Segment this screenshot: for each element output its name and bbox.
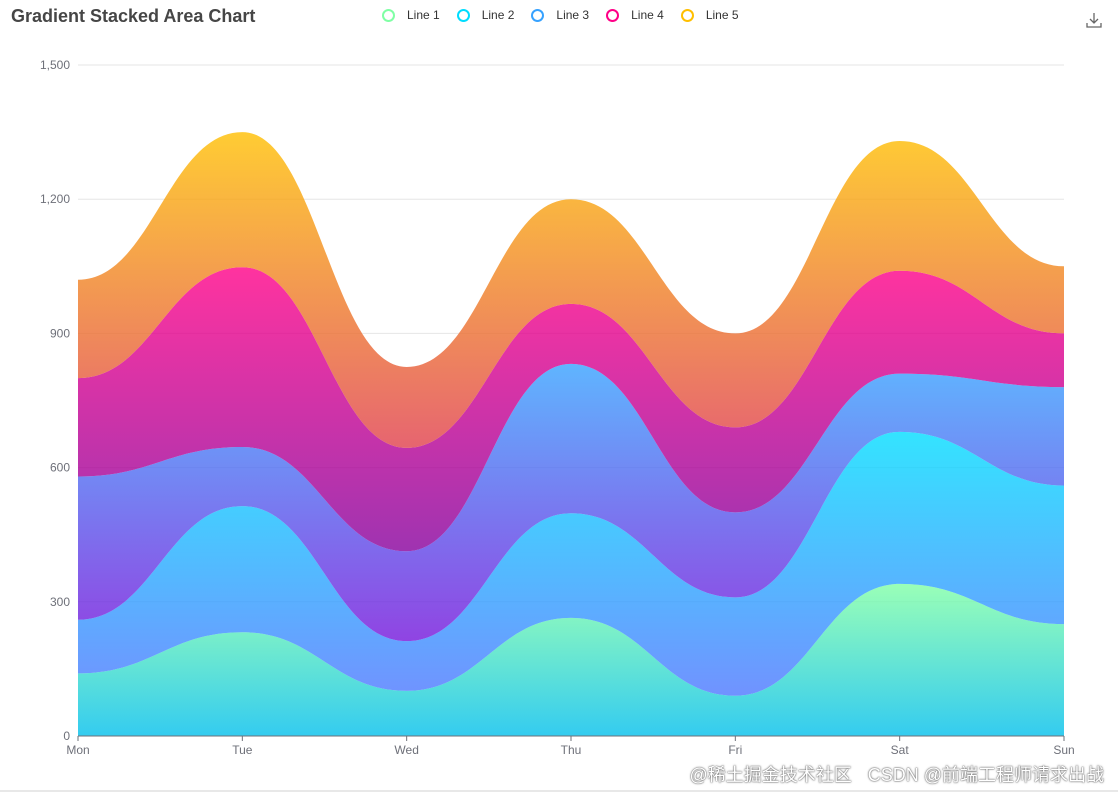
area-line-2[interactable] bbox=[78, 431, 1064, 696]
legend-item[interactable]: Line 1 bbox=[382, 8, 440, 22]
watermark: @稀土掘金技术社区 CSDN @前端工程师请求出战 bbox=[689, 764, 1104, 786]
y-tick-label: 600 bbox=[50, 461, 70, 475]
legend-marker-icon bbox=[456, 8, 470, 22]
legend-marker-icon bbox=[382, 8, 395, 22]
legend-label: Line 4 bbox=[631, 8, 664, 22]
y-tick-label: 1,200 bbox=[40, 192, 70, 206]
legend-item[interactable]: Line 3 bbox=[531, 8, 589, 22]
legend-item[interactable]: Line 5 bbox=[680, 8, 739, 22]
y-tick-label: 1,500 bbox=[40, 58, 70, 72]
area-line-1[interactable] bbox=[78, 583, 1064, 736]
x-tick-label: Wed bbox=[394, 743, 418, 757]
legend-item[interactable]: Line 4 bbox=[606, 8, 664, 22]
legend-marker-icon bbox=[531, 8, 545, 22]
legend-label: Line 1 bbox=[407, 8, 440, 22]
y-tick-label: 0 bbox=[63, 729, 70, 743]
x-tick-label: Sat bbox=[891, 743, 910, 757]
legend-marker-icon bbox=[680, 8, 694, 22]
y-tick-label: 300 bbox=[50, 595, 70, 609]
legend-item[interactable]: Line 2 bbox=[456, 8, 515, 22]
divider bbox=[0, 790, 1118, 792]
area-line-5[interactable] bbox=[78, 132, 1064, 448]
download-icon[interactable] bbox=[1085, 11, 1103, 29]
x-tick-label: Fri bbox=[728, 743, 742, 757]
chart-title: Gradient Stacked Area Chart bbox=[11, 6, 256, 26]
y-tick-label: 900 bbox=[50, 326, 70, 340]
x-tick-label: Thu bbox=[561, 743, 582, 757]
area-line-3[interactable] bbox=[78, 363, 1064, 642]
legend: Line 1 Line 2 Line 3 Line 4 Line 5 bbox=[382, 8, 756, 22]
watermark-line2: CSDN @前端工程师请求出战 bbox=[867, 765, 1104, 785]
legend-label: Line 2 bbox=[481, 8, 515, 22]
x-tick-label: Tue bbox=[232, 743, 253, 757]
watermark-line1: @稀土掘金技术社区 bbox=[689, 765, 852, 785]
x-tick-label: Sun bbox=[1053, 743, 1074, 757]
legend-label: Line 5 bbox=[705, 8, 739, 22]
area-line-4[interactable] bbox=[78, 267, 1064, 552]
legend-marker-icon bbox=[606, 8, 620, 22]
x-tick-label: Mon bbox=[66, 743, 89, 757]
legend-label: Line 3 bbox=[556, 8, 590, 22]
